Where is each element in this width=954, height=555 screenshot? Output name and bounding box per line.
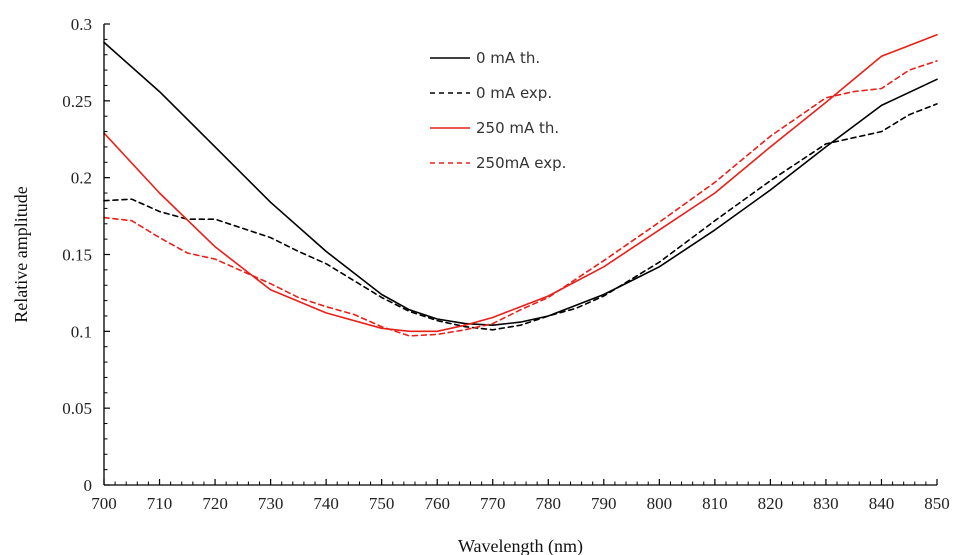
y-axis-ticks: 0 0.05 0.1 0.15 0.2 0.25 0.3 bbox=[62, 15, 110, 495]
x-axis-title: Wavelength (nm) bbox=[458, 536, 583, 555]
y-axis-minor-ticks bbox=[104, 38, 108, 471]
x-tick-label: 830 bbox=[813, 494, 839, 513]
series-250mA-exp-line bbox=[103, 60, 938, 337]
y-tick-label: 0.2 bbox=[71, 169, 92, 188]
x-tick-label: 810 bbox=[702, 494, 728, 513]
y-axis-title: Relative amplitude bbox=[11, 186, 31, 322]
series-0-mA-th-line bbox=[103, 41, 938, 327]
x-tick-label: 780 bbox=[536, 494, 562, 513]
legend-label-0-mA-th: 0 mA th. bbox=[476, 49, 540, 67]
x-tick-label: 850 bbox=[924, 494, 950, 513]
x-axis-minor-ticks bbox=[114, 481, 927, 485]
y-tick-label: 0.05 bbox=[62, 399, 92, 418]
series-0-mA-exp-line bbox=[103, 103, 938, 331]
y-tick-label: 0.15 bbox=[62, 246, 92, 265]
y-tick-label: 0.1 bbox=[71, 322, 92, 341]
legend-label-250mA-exp: 250mA exp. bbox=[476, 154, 566, 172]
x-tick-label: 720 bbox=[202, 494, 228, 513]
x-tick-label: 700 bbox=[91, 494, 117, 513]
x-tick-label: 730 bbox=[258, 494, 284, 513]
x-tick-label: 800 bbox=[647, 494, 673, 513]
y-tick-label: 0.25 bbox=[62, 92, 92, 111]
series-250-mA-th-line bbox=[103, 33, 938, 333]
x-tick-label: 740 bbox=[313, 494, 339, 513]
y-tick-label: 0 bbox=[84, 476, 93, 495]
plot-lines bbox=[103, 33, 938, 337]
y-tick-label: 0.3 bbox=[71, 15, 92, 34]
x-tick-label: 710 bbox=[147, 494, 173, 513]
x-tick-label: 770 bbox=[480, 494, 506, 513]
legend-label-250-mA-th: 250 mA th. bbox=[476, 119, 559, 137]
x-tick-label: 840 bbox=[869, 494, 895, 513]
legend-label-0-mA-exp: 0 mA exp. bbox=[476, 84, 552, 102]
x-tick-label: 760 bbox=[424, 494, 450, 513]
x-axis-ticks: 700 710 720 730 740 750 760 770 780 790 800 810 820 8… bbox=[91, 479, 950, 513]
legend: 0 mA th. 0 mA exp. 250 mA th. 250mA exp. bbox=[430, 49, 566, 172]
x-tick-label: 790 bbox=[591, 494, 617, 513]
x-tick-label: 820 bbox=[758, 494, 784, 513]
x-tick-label: 750 bbox=[369, 494, 395, 513]
